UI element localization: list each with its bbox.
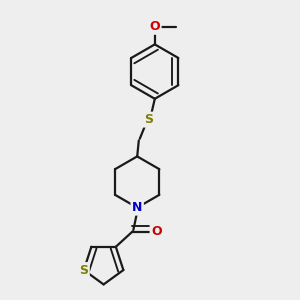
Text: N: N <box>132 201 142 214</box>
Text: O: O <box>151 225 162 238</box>
Text: O: O <box>149 20 160 33</box>
Text: S: S <box>79 263 88 277</box>
Text: S: S <box>144 113 153 126</box>
